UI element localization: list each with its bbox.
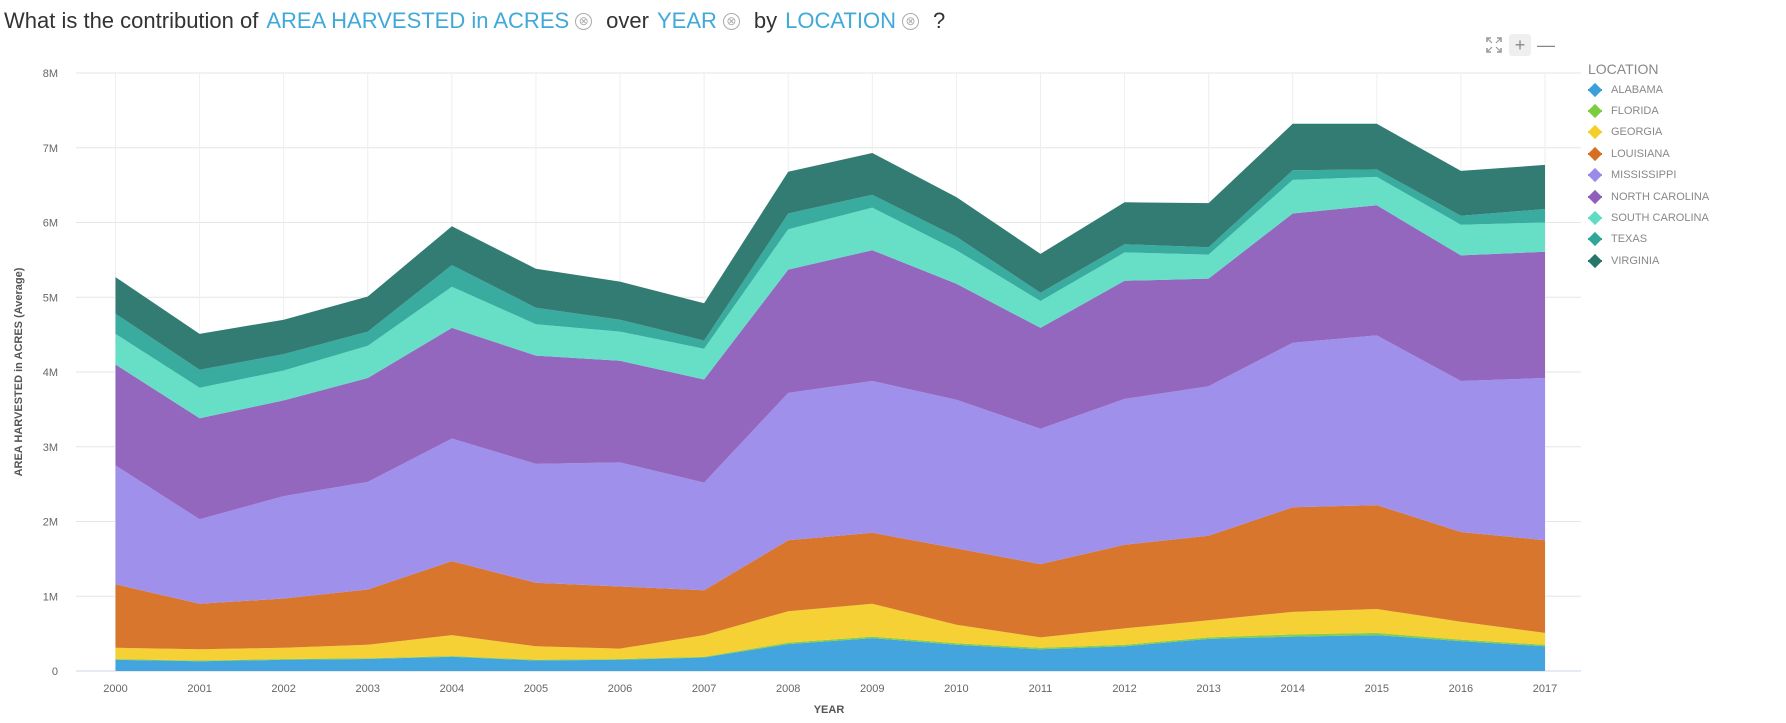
zoom-in-button[interactable]: + <box>1509 34 1531 56</box>
y-tick-label: 5M <box>43 292 58 304</box>
query-suffix: ? <box>932 8 946 33</box>
x-tick-label: 2003 <box>356 683 380 695</box>
area-georgia[interactable] <box>115 603 1546 661</box>
chart-areas <box>115 123 1546 671</box>
chart-grid <box>76 72 1581 672</box>
y-tick-label: 4M <box>43 367 58 379</box>
x-tick-label: 2010 <box>944 683 968 695</box>
legend-item-south-carolina[interactable]: SOUTH CAROLINA <box>1587 207 1709 228</box>
legend-item-georgia[interactable]: GEORGIA <box>1587 122 1709 143</box>
y-tick-label: 6M <box>43 218 58 230</box>
legend-label: VIRGINIA <box>1611 254 1660 267</box>
legend-swatch-icon <box>1587 104 1603 119</box>
legend-label: MISSISSIPPI <box>1611 169 1677 182</box>
legend-item-north-carolina[interactable]: NORTH CAROLINA <box>1587 186 1710 207</box>
expand-icon[interactable] <box>1483 34 1505 56</box>
x-tick-label: 2013 <box>1196 683 1220 695</box>
legend-swatch-icon <box>1587 82 1603 97</box>
legend-title: LOCATION <box>1588 61 1659 77</box>
area-texas[interactable] <box>115 169 1546 388</box>
x-tick-label: 2004 <box>440 683 464 695</box>
area-mississippi[interactable] <box>115 335 1546 604</box>
x-axis-label: YEAR <box>814 704 845 716</box>
legend-swatch-icon <box>1587 253 1603 268</box>
legend-swatch-icon <box>1587 146 1603 161</box>
legend-label: NORTH CAROLINA <box>1611 190 1710 203</box>
legend-swatch-icon <box>1587 168 1603 183</box>
legend-label: FLORIDA <box>1611 105 1659 118</box>
query-by-word: by <box>753 8 778 33</box>
legend-label: TEXAS <box>1611 233 1648 246</box>
area-alabama[interactable] <box>115 635 1546 671</box>
legend-items: ALABAMA FLORIDA GEORGIA LOUISIANA MISSISSIPP… <box>1587 79 1710 272</box>
clear-dimension-icon[interactable]: ⊗ <box>722 12 740 30</box>
legend-swatch-icon <box>1587 210 1603 226</box>
legend-swatch-icon <box>1587 232 1603 247</box>
x-tick-label: 2009 <box>860 683 884 695</box>
query-prefix: What is the contribution of <box>4 8 259 33</box>
legend-label: LOUISIANA <box>1611 147 1670 160</box>
expand-icon-glyph <box>1486 37 1502 53</box>
x-tick-label: 2008 <box>776 683 800 695</box>
legend-item-florida[interactable]: FLORIDA <box>1587 100 1709 121</box>
legend-item-texas[interactable]: TEXAS <box>1587 229 1709 250</box>
area-louisiana[interactable] <box>115 505 1546 650</box>
zoom-out-button[interactable]: — <box>1537 34 1555 55</box>
group-token[interactable]: LOCATION <box>785 8 896 33</box>
x-tick-label: 2000 <box>103 683 127 695</box>
x-tick-label: 2007 <box>692 683 716 695</box>
clear-measure-icon[interactable]: ⊗ <box>575 12 593 30</box>
y-axis-label: AREA HARVESTED in ACRES (Average) <box>13 267 25 476</box>
dimension-token[interactable]: YEAR <box>656 8 717 33</box>
x-tick-label: 2016 <box>1449 683 1473 695</box>
legend-item-louisiana[interactable]: LOUISIANA <box>1587 143 1709 164</box>
measure-token[interactable]: AREA HARVESTED in ACRES <box>266 8 570 33</box>
area-south-carolina[interactable] <box>115 176 1546 419</box>
legend-swatch-icon <box>1587 125 1603 140</box>
y-tick-label: 7M <box>43 143 58 155</box>
x-tick-label: 2012 <box>1112 683 1136 695</box>
x-tick-label: 2006 <box>608 683 632 695</box>
x-tick-label: 2014 <box>1280 683 1304 695</box>
y-tick-label: 2M <box>43 517 58 529</box>
y-tick-label: 1M <box>43 591 58 603</box>
x-tick-label: 2011 <box>1029 683 1053 695</box>
legend-item-alabama[interactable]: ALABAMA <box>1587 79 1709 100</box>
legend: LOCATION ALABAMA FLORIDA GEORGIA LOUISIANA M… <box>1587 61 1710 272</box>
area-virginia[interactable] <box>115 123 1546 370</box>
x-tick-label: 2015 <box>1365 683 1389 695</box>
x-tick-label: 2002 <box>271 683 295 695</box>
query-over-word: over <box>606 8 649 33</box>
legend-item-mississippi[interactable]: MISSISSIPPI <box>1587 165 1709 186</box>
clear-group-icon[interactable]: ⊗ <box>901 12 919 30</box>
legend-item-virginia[interactable]: VIRGINIA <box>1587 250 1709 271</box>
chart-toolbar: + — <box>1483 34 1557 56</box>
area-north-carolina[interactable] <box>115 205 1546 520</box>
y-tick-label: 3M <box>43 442 58 454</box>
area-florida[interactable] <box>115 632 1546 662</box>
legend-label: SOUTH CAROLINA <box>1611 212 1709 225</box>
query-bar: What is the contribution of AREA HARVEST… <box>4 4 953 38</box>
x-axis: 2000 2001 2002 2003 2004 2005 2006 2007 2008 2009… <box>103 683 1557 695</box>
y-tick-label: 8M <box>43 68 58 80</box>
legend-label: GEORGIA <box>1611 126 1663 139</box>
legend-swatch-icon <box>1587 189 1603 204</box>
x-tick-label: 2017 <box>1533 683 1557 695</box>
legend-label: ALABAMA <box>1611 83 1663 96</box>
x-tick-label: 2005 <box>524 683 548 695</box>
x-tick-label: 2001 <box>187 683 211 695</box>
y-tick-label: 0 <box>52 666 58 678</box>
y-axis: 0 1M 2M 3M 4M 5M 6M 7M 8M <box>43 68 58 678</box>
